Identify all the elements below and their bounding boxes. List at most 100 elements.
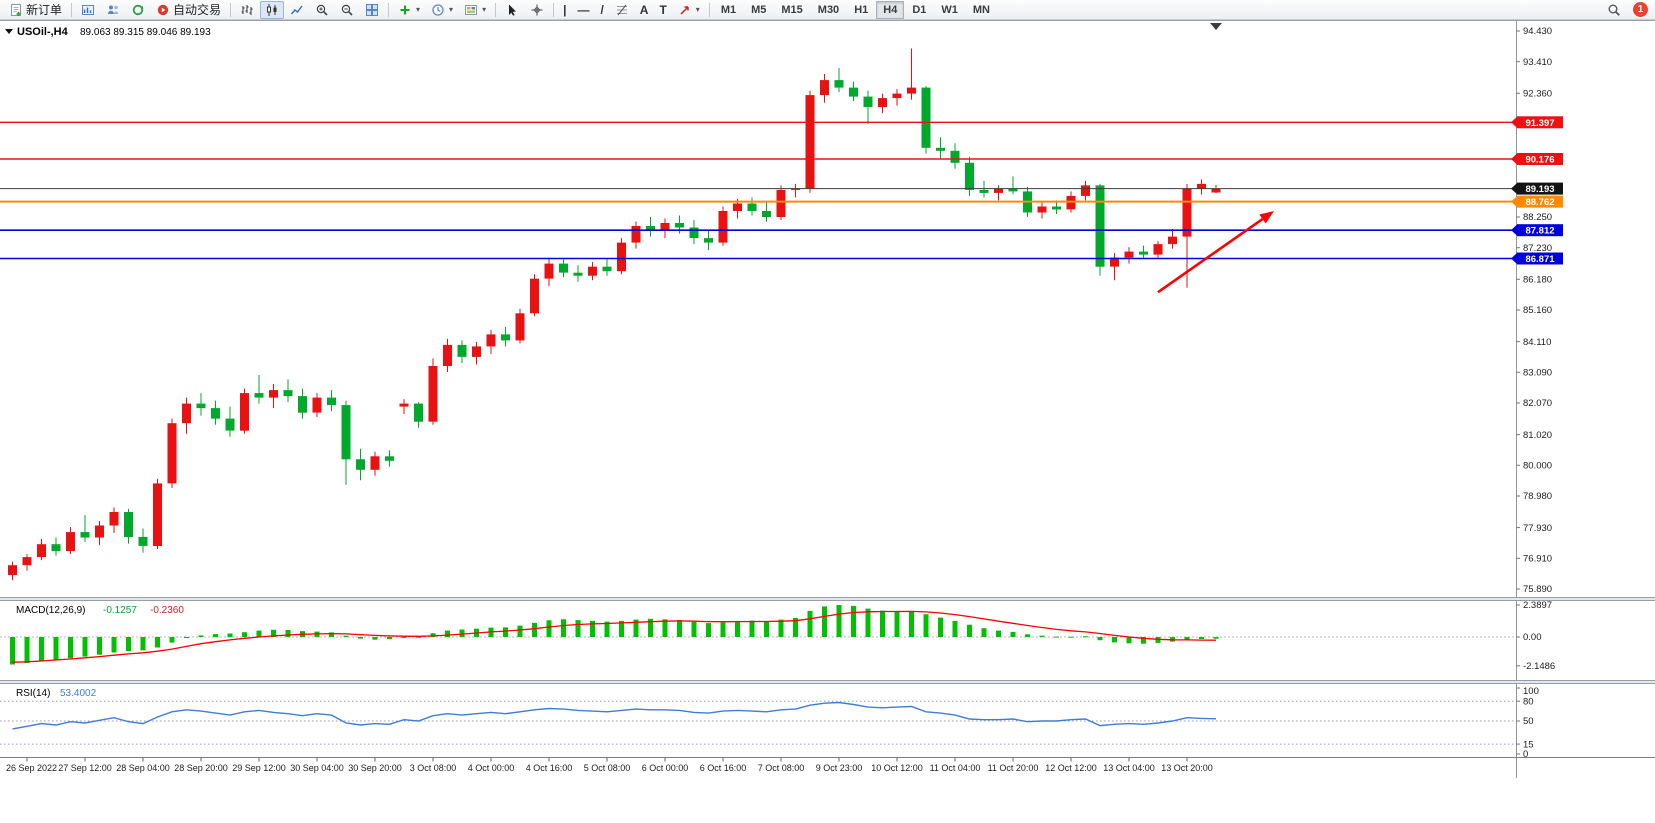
- macd-main-value: -0.1257: [103, 605, 137, 616]
- timeframe-w1[interactable]: W1: [934, 1, 965, 19]
- candle: [1153, 244, 1163, 255]
- macd-bar: [242, 632, 247, 637]
- notification-badge[interactable]: 1: [1633, 2, 1648, 17]
- macd-bar: [82, 637, 88, 657]
- macd-bar: [126, 637, 131, 652]
- arrow-tools-button[interactable]: ▾: [673, 1, 705, 19]
- toolbar-separator: [708, 2, 710, 17]
- candle: [1124, 251, 1134, 258]
- new-chart-button[interactable]: [76, 1, 100, 19]
- periods-button[interactable]: ▾: [426, 1, 458, 19]
- candle: [153, 483, 162, 546]
- candle: [1095, 185, 1105, 267]
- timeframe-m15[interactable]: M15: [774, 1, 809, 19]
- timeframe-h4[interactable]: H4: [876, 0, 905, 19]
- candle: [138, 536, 148, 546]
- candle: [660, 223, 670, 231]
- macd-bar: [691, 621, 697, 637]
- timeframe-mn[interactable]: MN: [966, 1, 997, 19]
- candle: [530, 278, 539, 314]
- rsi-line: [12, 701, 1217, 730]
- fibonacci-button[interactable]: [610, 1, 634, 19]
- macd-bar: [749, 620, 755, 637]
- candle: [254, 393, 264, 398]
- rsi-scale-label: 50: [1523, 716, 1534, 727]
- candle: [269, 390, 278, 398]
- macd-bar: [459, 629, 465, 637]
- rsi-scale-label: 0: [1523, 749, 1528, 760]
- macd-bar: [575, 620, 581, 637]
- collapse-arrow-icon[interactable]: [5, 29, 13, 34]
- time-label: 27 Sep 12:00: [58, 763, 112, 773]
- macd-bar: [619, 620, 624, 637]
- macd-signal-line: [12, 610, 1217, 663]
- candle: [240, 393, 249, 431]
- price-tick-label: 75.890: [1523, 584, 1552, 595]
- candle: [733, 203, 742, 211]
- trendline-icon: /: [600, 2, 604, 17]
- tile-windows-button[interactable]: [360, 1, 384, 19]
- time-label: 13 Oct 20:00: [1161, 763, 1213, 773]
- candle: [689, 227, 699, 238]
- time-label: 26 Sep 2022: [6, 763, 57, 773]
- macd-signal-value: -0.2360: [150, 605, 184, 616]
- new-order-button[interactable]: 新订单: [4, 1, 67, 19]
- line-chart-button[interactable]: [285, 1, 309, 19]
- candle: [109, 512, 119, 526]
- macd-bar: [1199, 637, 1204, 639]
- macd-bar: [633, 619, 639, 637]
- candle: [370, 456, 380, 470]
- macd-bar: [1213, 637, 1219, 639]
- candlestick-chart-button[interactable]: [260, 0, 285, 19]
- profiles-button[interactable]: [101, 1, 125, 19]
- horizontal-line-button[interactable]: —: [572, 1, 594, 19]
- indicators-button[interactable]: ▾: [393, 1, 425, 19]
- clock-icon: [432, 3, 444, 16]
- candle: [414, 403, 423, 422]
- cursor-button[interactable]: [500, 1, 524, 19]
- chart-symbol-title: USOil-,H4: [17, 26, 69, 38]
- bar-chart-icon: [241, 4, 253, 15]
- bar-chart-button[interactable]: [235, 1, 259, 19]
- macd-bar: [256, 630, 262, 637]
- templates-button[interactable]: ▾: [459, 1, 491, 19]
- price-badge: [1517, 224, 1563, 237]
- time-label: 30 Sep 20:00: [348, 763, 402, 773]
- candle: [1182, 188, 1192, 237]
- timeframe-d1[interactable]: D1: [905, 1, 933, 19]
- price-tick-label: 94.430: [1523, 26, 1552, 37]
- zoom-out-button[interactable]: [335, 1, 359, 19]
- price-tick-label: 93.410: [1523, 57, 1552, 68]
- chart-canvas[interactable]: USOil-,H4 89.063 89.315 89.046 89.193 MA…: [0, 20, 1655, 823]
- macd-bar: [778, 619, 784, 637]
- time-label: 11 Oct 20:00: [988, 763, 1039, 773]
- macd-bar: [909, 611, 914, 637]
- candle: [283, 390, 293, 397]
- label-tool-button[interactable]: T: [654, 1, 671, 19]
- macd-bar: [967, 624, 972, 637]
- zoom-in-button[interactable]: [310, 1, 334, 19]
- macd-bar: [807, 610, 813, 637]
- vertical-line-button[interactable]: |: [558, 1, 571, 19]
- macd-bar: [343, 635, 349, 637]
- timeframe-m1[interactable]: M1: [714, 1, 743, 19]
- time-label: 28 Sep 04:00: [116, 763, 170, 773]
- tile-windows-icon: [366, 3, 379, 16]
- crosshair-button[interactable]: [525, 1, 549, 19]
- refresh-button[interactable]: [126, 1, 150, 19]
- text-tool-button[interactable]: A: [635, 1, 654, 19]
- timeframe-m5[interactable]: M5: [744, 1, 773, 19]
- macd-bar: [169, 637, 175, 643]
- macd-bar: [1112, 637, 1117, 643]
- macd-bar: [416, 636, 421, 638]
- candle: [631, 226, 641, 243]
- time-label: 6 Oct 16:00: [700, 763, 747, 773]
- autotrading-button[interactable]: 自动交易: [151, 1, 226, 19]
- new-order-icon: [11, 3, 21, 16]
- price-badge-label: 87.812: [1525, 226, 1554, 237]
- search-button[interactable]: [1602, 1, 1626, 19]
- new-order-label: 新订单: [26, 3, 63, 17]
- trendline-button[interactable]: /: [595, 1, 608, 19]
- timeframe-h1[interactable]: H1: [847, 1, 875, 19]
- timeframe-m30[interactable]: M30: [811, 1, 846, 19]
